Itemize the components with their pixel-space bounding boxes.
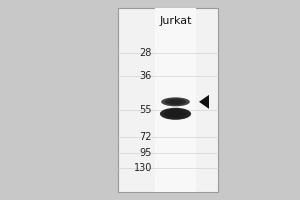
- Ellipse shape: [164, 109, 187, 118]
- Ellipse shape: [161, 97, 190, 106]
- Bar: [118, 8, 218, 192]
- Ellipse shape: [168, 100, 183, 104]
- Text: Jurkat: Jurkat: [159, 16, 192, 26]
- Text: 72: 72: [140, 132, 152, 142]
- Text: 36: 36: [140, 71, 152, 81]
- Ellipse shape: [165, 98, 186, 105]
- Bar: [155, 8, 196, 192]
- Text: 55: 55: [140, 105, 152, 115]
- Text: 95: 95: [140, 148, 152, 158]
- Polygon shape: [199, 95, 209, 109]
- Text: 130: 130: [134, 163, 152, 173]
- Text: 28: 28: [140, 48, 152, 58]
- Ellipse shape: [160, 108, 191, 120]
- Ellipse shape: [168, 111, 183, 117]
